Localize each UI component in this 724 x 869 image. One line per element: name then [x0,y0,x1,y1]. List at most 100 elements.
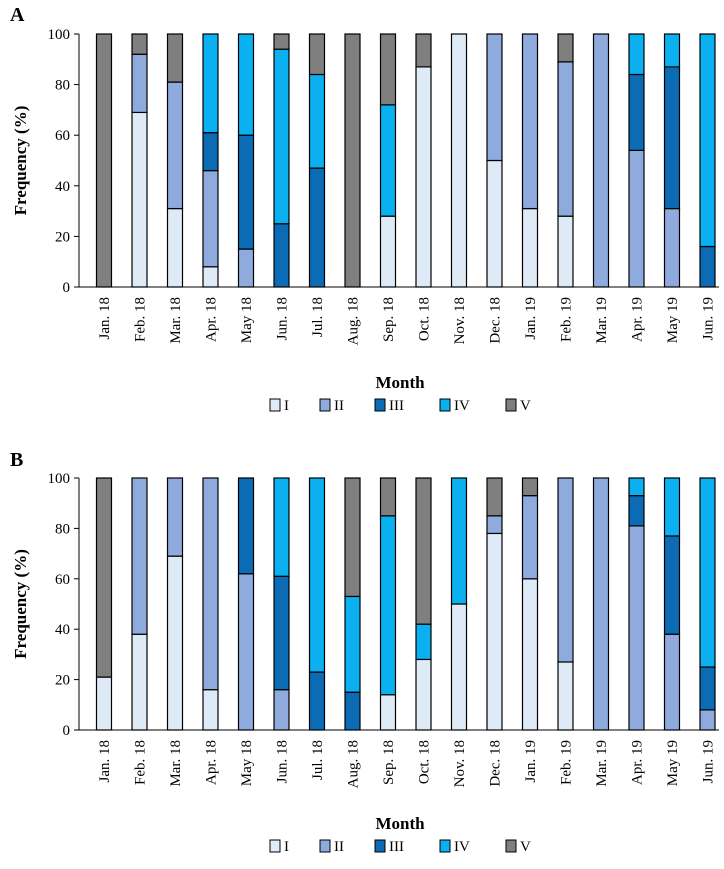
bar-segment-i [379,694,397,731]
bar-segment-v [486,477,503,517]
bar-segment-iii [237,477,255,575]
bar-segment-iv [415,623,432,661]
x-tick-label: Apr. 19 [630,740,646,785]
bar-segment-ii [202,477,219,691]
x-tick-label: Aug. 18 [346,740,362,788]
bar-segment-ii [273,689,290,731]
bar-segment-iv [273,48,290,225]
bar-segment-iii [663,535,681,635]
bar-segment-v [415,477,432,625]
bar-segment-ii [131,53,148,114]
bar-segment-iv [628,477,645,497]
bar-segment-ii [237,248,255,288]
bar-segment-ii [202,170,219,268]
x-tick-label: Dec. 18 [488,740,504,787]
bar-segment-v [166,33,184,83]
bar-segment-ii [628,149,645,288]
legend-swatch-v [505,839,517,853]
bar-segment-i [557,215,574,288]
x-tick-label: May 19 [665,297,681,343]
bar-segment-i [557,661,574,731]
legend-label: III [389,839,404,855]
x-tick-label: Mar. 18 [168,297,184,344]
bar-segment-iv [699,477,716,668]
x-tick-label: Jun. 18 [275,740,291,783]
bar-segment-v [379,477,397,517]
bar-segment-ii [699,709,716,731]
chart-panel-a: A Frequency (%) 0 20 40 60 80 100 Jan. 18 Feb. 18… [10,4,719,414]
bar-segment-ii [131,477,148,635]
bar-segment-i [379,215,397,288]
x-tick-label: Jul. 18 [310,297,326,337]
bar-segment-ii [237,573,255,731]
bar-segment-iii [308,671,326,731]
y-tick-label: 100 [48,27,71,43]
x-tick-label: Apr. 18 [204,740,220,785]
legend-label: II [334,839,344,855]
legend-swatch-ii [319,839,331,853]
bar-segment-i [202,266,219,288]
legend-label: I [284,839,289,855]
bar-segment-v [344,477,361,598]
panel-label: A [10,4,25,26]
bar-segment-ii [166,81,184,210]
bar-segment-v [415,33,432,68]
bar-segment-iii [628,73,645,151]
bar-segment-v [131,33,148,55]
x-tick-label: Mar. 19 [594,297,610,344]
bar-segment-iii [699,666,716,711]
x-tick-label: May 18 [239,740,255,786]
bar-segment-i [521,578,539,731]
bar-segment-ii [663,207,681,288]
bar-segment-v [344,33,361,288]
y-axis-title: Frequency (%) [11,549,30,659]
bar-segment-iv [379,104,397,217]
legend-swatch-v [505,398,517,412]
bar-segment-ii [557,477,574,663]
x-tick-label: Mar. 18 [168,740,184,787]
y-tick-label: 80 [55,78,70,94]
bar-segment-iv [308,73,326,169]
bar-segment-iv [663,477,681,537]
bar-segment-ii [166,477,184,557]
bar-segment-i [415,66,432,288]
bar-segment-ii [521,33,539,210]
stacked-bar-chart-b: B Frequency (%) 0 20 40 60 80 100 Jan. 18 Feb. 18… [10,449,719,855]
bar-segment-iii [237,134,255,250]
bar-segment-i [95,676,113,731]
bar-segment-i [486,532,503,731]
x-tick-label: Jan. 19 [523,297,539,340]
legend-label: V [520,398,531,414]
bar-segment-v [379,33,397,106]
x-tick-label: Sep. 18 [381,297,397,342]
bar-segment-i [131,633,148,731]
bar-segment-iii [273,223,290,288]
x-tick-label: Feb. 18 [133,297,149,342]
x-tick-label: Aug. 18 [346,297,362,345]
stacked-bar-chart-a: A Frequency (%) 0 20 40 60 80 100 Jan. 18 Feb. 18… [10,4,719,414]
x-tick-label: Feb. 19 [559,297,575,342]
bar-segment-ii [486,515,503,535]
x-tick-label: Apr. 19 [630,297,646,342]
legend-label: IV [454,398,470,414]
bar-segment-i [131,111,148,288]
bar-segment-v [521,477,539,497]
chart-panel-b: B Frequency (%) 0 20 40 60 80 100 Jan. 18 Feb. 18… [0,445,724,869]
y-tick-label: 20 [55,229,70,245]
y-tick-label: 20 [55,673,70,689]
bar-segment-iv [628,33,645,76]
x-tick-label: Mar. 19 [594,740,610,787]
bar-segment-ii [628,525,645,731]
y-tick-label: 0 [63,723,71,739]
bar-segment-v [95,477,113,678]
x-tick-label: Sep. 18 [381,740,397,785]
bar-segment-i [450,33,468,288]
bar-segment-iii [202,132,219,172]
x-tick-label: Jul. 18 [310,740,326,780]
x-tick-label: Jan. 18 [97,297,113,340]
legend-swatch-iv [439,839,451,853]
bar-segment-iv [308,477,326,673]
x-tick-label: Nov. 18 [452,740,468,787]
bar-segment-iv [379,515,397,696]
bar-segment-ii [592,477,610,731]
